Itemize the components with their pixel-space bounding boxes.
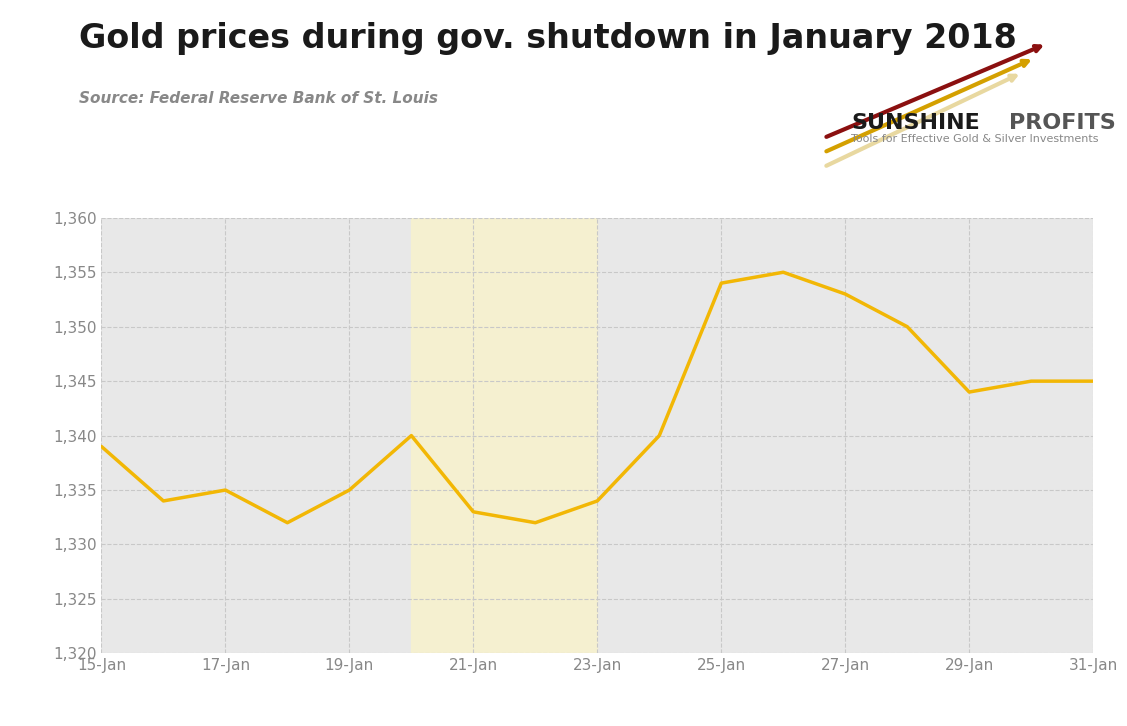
Text: SUNSHINE: SUNSHINE xyxy=(851,113,979,133)
Text: Gold prices during gov. shutdown in January 2018: Gold prices during gov. shutdown in Janu… xyxy=(79,22,1017,54)
Bar xyxy=(411,218,597,653)
Text: PROFITS: PROFITS xyxy=(1009,113,1116,133)
Text: Source: Federal Reserve Bank of St. Louis: Source: Federal Reserve Bank of St. Loui… xyxy=(79,91,438,106)
Text: Tools for Effective Gold & Silver Investments: Tools for Effective Gold & Silver Invest… xyxy=(851,134,1099,144)
